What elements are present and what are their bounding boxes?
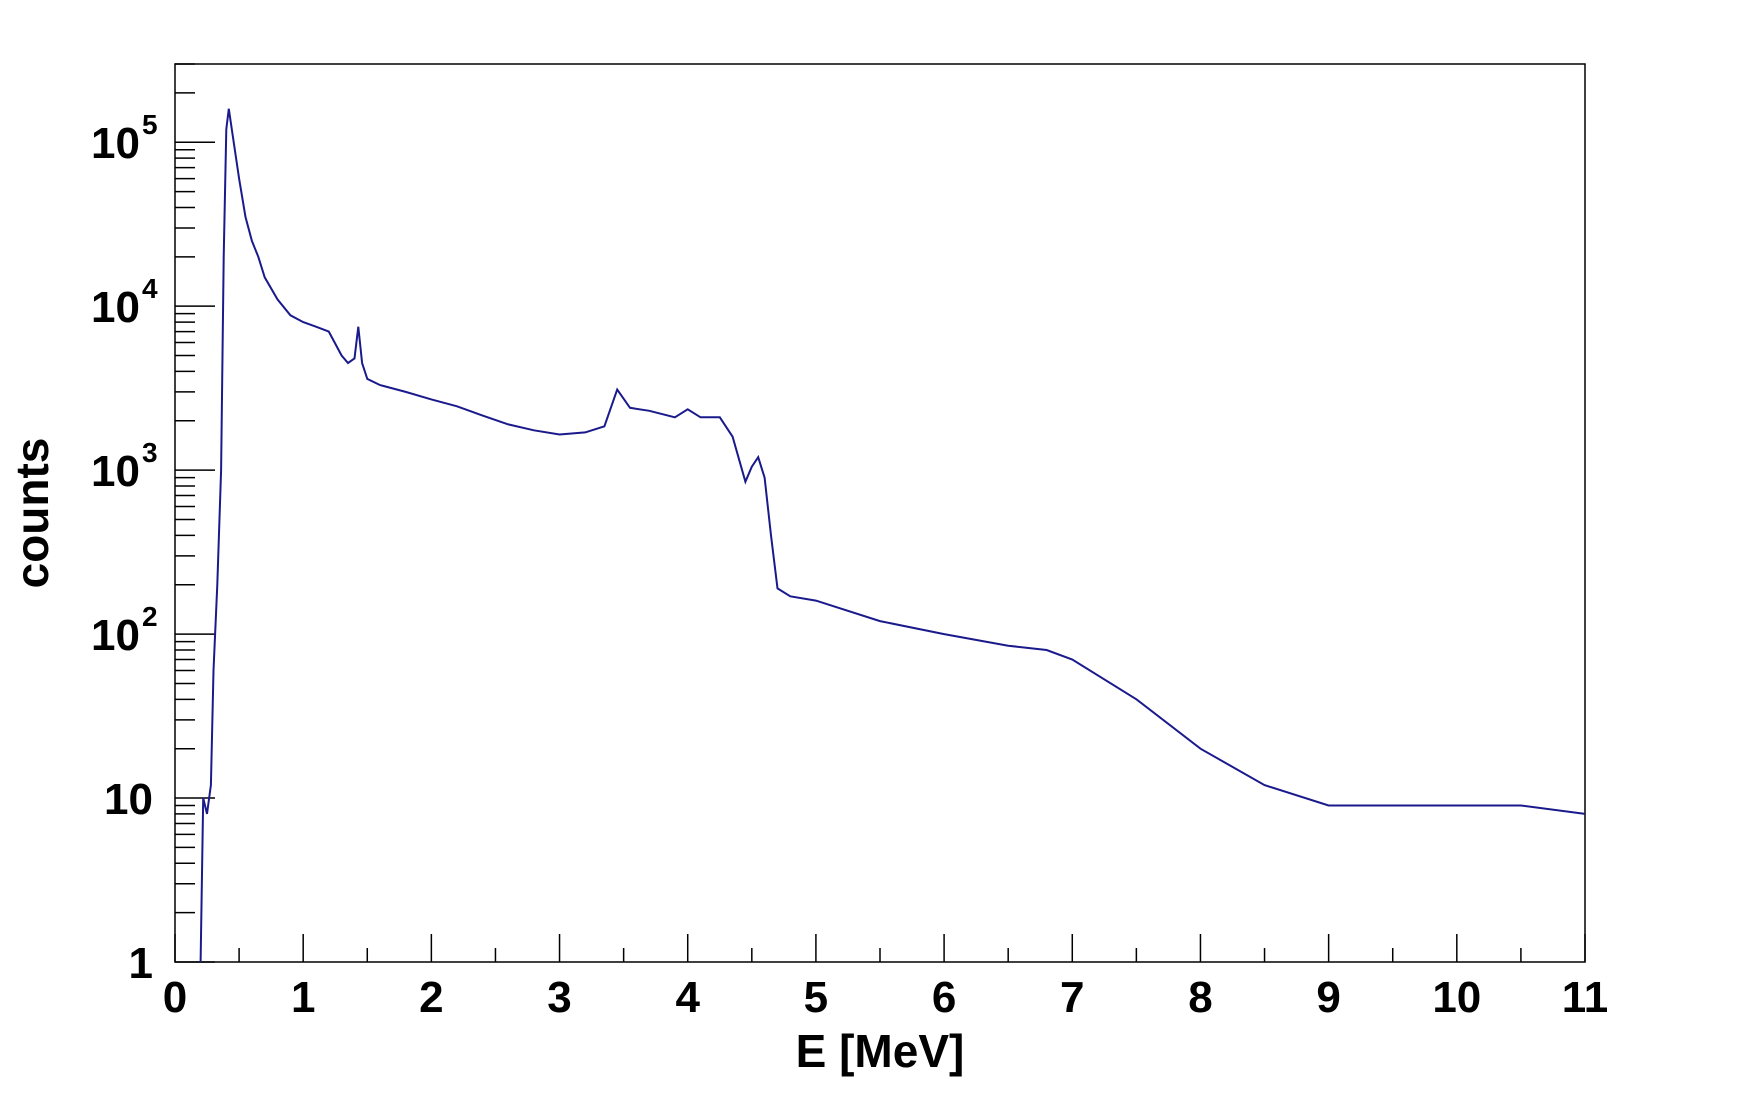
x-tick-label: 2 xyxy=(419,973,443,1022)
y-tick-label: 10 xyxy=(91,611,140,660)
y-tick-label-exponent: 3 xyxy=(142,437,158,468)
y-axis-ticks xyxy=(175,63,215,963)
x-tick-label: 3 xyxy=(547,973,571,1022)
y-axis-title: counts xyxy=(6,438,58,589)
y-tick-label: 10 xyxy=(91,119,140,168)
y-tick-label: 10 xyxy=(91,447,140,496)
x-tick-label: 0 xyxy=(163,973,187,1022)
y-tick-label: 10 xyxy=(91,283,140,332)
x-axis-ticks xyxy=(174,934,1586,962)
x-tick-label: 11 xyxy=(1562,973,1609,1022)
x-tick-label: 10 xyxy=(1432,973,1481,1022)
plot-frame xyxy=(174,63,1586,963)
x-axis-tick-labels: 0 1 2 3 4 5 6 7 8 9 10 11 xyxy=(163,973,1609,1022)
x-axis-title: E [MeV] xyxy=(796,1025,965,1077)
x-tick-label: 5 xyxy=(804,973,828,1022)
y-tick-label-exponent: 4 xyxy=(142,273,158,304)
y-tick-label: 10 xyxy=(104,775,153,824)
x-tick-label: 7 xyxy=(1060,973,1084,1022)
y-tick-label-exponent: 5 xyxy=(142,109,158,140)
x-tick-label: 6 xyxy=(932,973,956,1022)
spectrum-series-line xyxy=(199,108,1586,963)
y-tick-label: 1 xyxy=(129,939,153,988)
x-tick-label: 1 xyxy=(291,973,315,1022)
x-tick-label: 8 xyxy=(1188,973,1212,1022)
x-tick-label: 4 xyxy=(675,973,700,1022)
x-tick-label: 9 xyxy=(1316,973,1340,1022)
y-tick-label-exponent: 2 xyxy=(142,601,158,632)
